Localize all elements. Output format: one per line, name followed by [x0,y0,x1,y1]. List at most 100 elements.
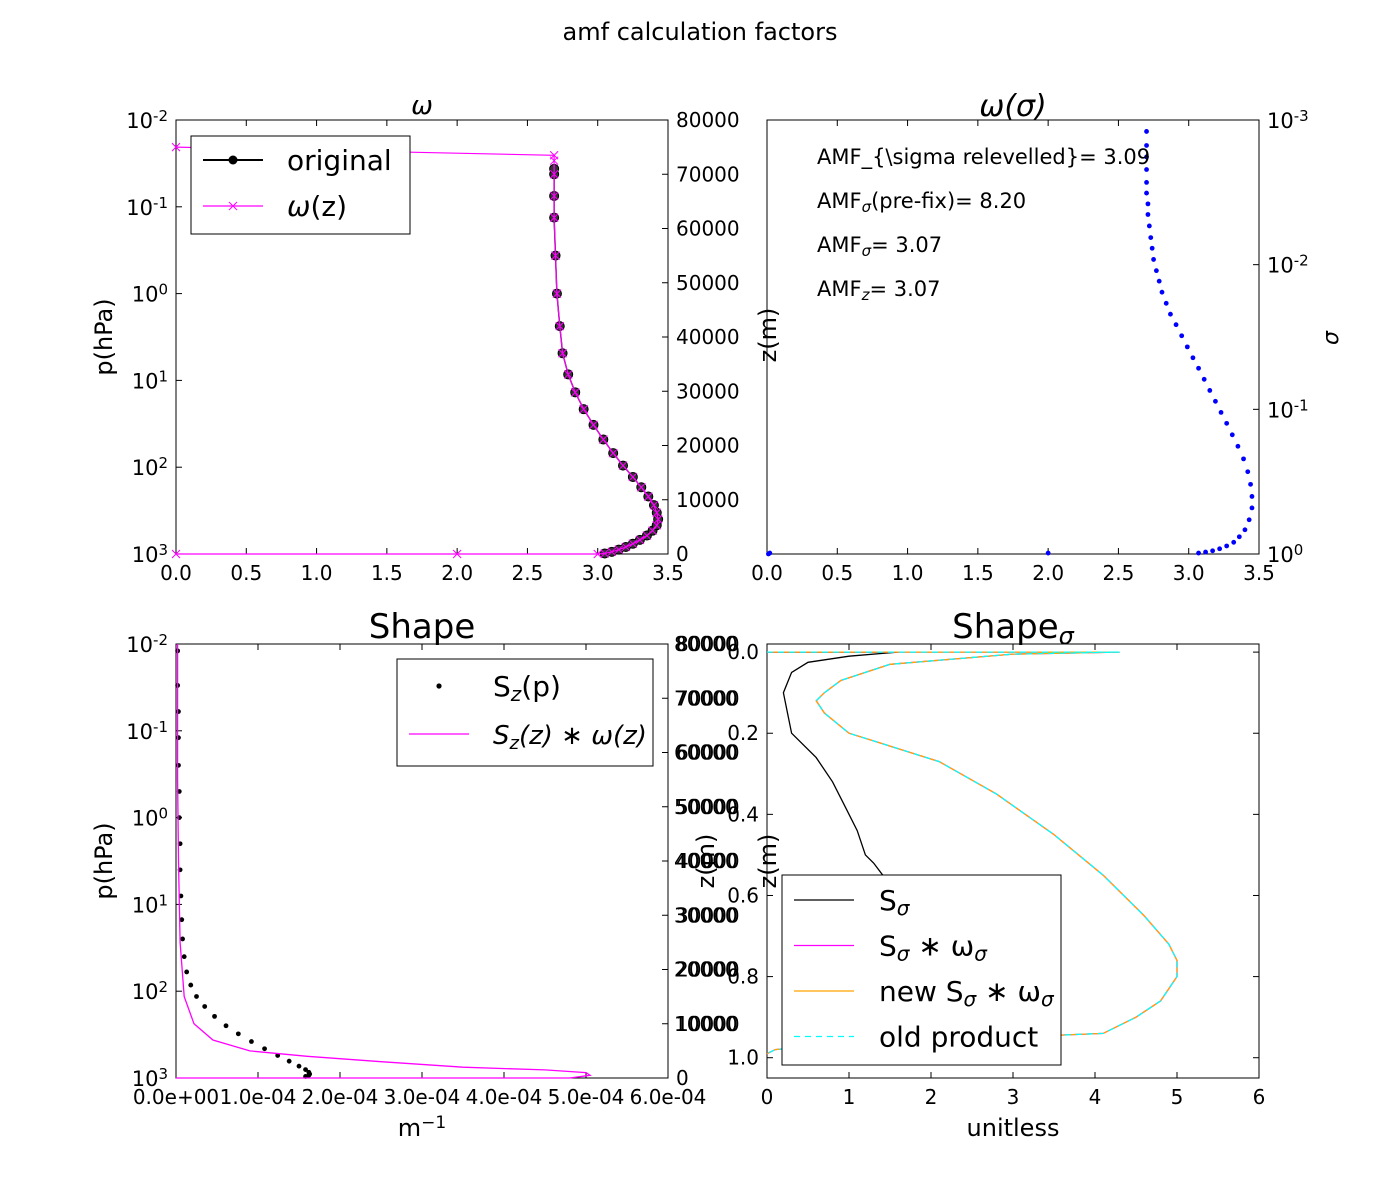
x-tick-label: 2.0 [441,561,473,585]
series-omega-sigma-point [1153,268,1159,274]
y-tick-label: 100 [132,281,168,307]
x-tick-label: 5 [1171,1085,1184,1109]
series-sz-p-point [194,994,199,999]
overlap-tick-label: 10000 [674,1012,738,1036]
y-tick-label-right: 100 [1267,541,1303,567]
legend-label-omega-z: ω(z) [287,190,347,223]
series-omega-sigma-point [1248,481,1253,487]
legend-label-2: new Sσ ∗ ωσ [879,975,1055,1011]
series-omega-z-marker [618,461,628,470]
annotation-amf: AMFz= 3.07 [817,277,940,304]
series-omega-sigma-point [767,550,773,556]
series-omega-z-marker [649,500,659,510]
annotation-amf: AMFσ(pre-fix)= 8.20 [817,189,1026,216]
y-axis-label-right: z(m) [692,834,720,889]
series-omega-sigma-point [1224,420,1230,426]
series-omega-sigma-point [1144,154,1149,160]
y-axis-label: p(hPa) [90,822,118,899]
y-tick-label: 102 [132,454,168,480]
series-omega-z-marker [643,492,653,501]
x-tick-label: 1.5 [962,561,994,585]
series-omega-z-marker [608,448,618,458]
series-omega-z-marker [628,539,638,549]
series-omega-sigma-point [1148,235,1154,241]
series-omega-z-marker [598,435,608,444]
series-omega-z-marker [600,549,610,558]
series-omega-z-marker [171,549,181,559]
x-tick-label: 0.5 [230,561,262,585]
x-tick-label: 1.0e-04 [220,1085,297,1109]
series-omega-z-marker [555,321,565,331]
series-omega-sigma-point [1231,539,1237,545]
legend-marker-original [228,155,238,165]
x-tick-label: 0.0 [751,561,783,585]
x-tick-label: 0.5 [821,561,853,585]
y-tick-label-right: 30000 [676,903,740,927]
legend-label-sz-omega: Sz(z) ∗ ω(z) [493,721,647,754]
series-omega-sigma-point [1145,201,1151,207]
y-tick-label-right: 80000 [676,632,740,656]
series-omega-sigma-point [1249,505,1255,511]
panel-shape: Shape 0.0e+00 1.0e-04 2.0e-04 3.0e-04 4.0e-04… [90,607,740,1142]
x-axis-label: m−1 [398,1113,446,1142]
series-omega-z-marker [563,370,573,379]
series-omega-sigma-point [1190,355,1196,361]
series-omega-z-marker [607,547,617,557]
series-omega-sigma-point [1146,223,1152,229]
legend-label-0: Sσ [879,884,911,920]
y-tick-label: 101 [132,368,168,394]
panel-omega: ω 0.0 0.5 1.0 1.5 2.0 2.5 3.0 3.5 10-2 10-1 100 101 1… [90,91,740,585]
series-s-sigma-line [767,651,899,880]
x-tick-label: 5.0e-04 [548,1085,625,1109]
series-sz-omega-line [176,644,592,1079]
x-tick-label: 3.0 [1173,561,1205,585]
series-omega-z-marker [648,526,657,536]
series-omega-z-marker [549,150,559,160]
panel-title: Shape [369,607,475,647]
series-omega-sigma-point [1196,550,1201,556]
series-omega-z-marker [551,251,560,260]
series-omega-sigma-point [1144,180,1149,185]
x-tick-label: 2.0 [1032,561,1064,585]
x-tick-label: 2.0e-04 [302,1085,379,1109]
y-tick-label: 10-2 [126,631,168,657]
legend: Sσ Sσ ∗ ωσ new Sσ ∗ ωσ old product [781,874,1062,1066]
series-omega-sigma-point [1144,129,1149,134]
y-tick-label: 103 [132,1065,168,1091]
x-tick-label: 2.5 [1103,561,1135,585]
y-tick-label-right: 80000 [676,108,740,132]
y-tick-label-right: 40000 [676,325,740,349]
series-omega-sigma-point [1196,365,1201,371]
series-omega-z-marker [589,420,598,430]
series-omega-sigma-point [1173,322,1179,328]
panel-title: ω [411,91,433,121]
legend-frame [396,658,654,767]
overlap-tick-label: 70000 [674,686,738,710]
x-tick-label: 4.0e-04 [466,1085,543,1109]
overlap-tick-label: 80000 [674,632,738,656]
y-tick-label-right: 0 [676,1066,689,1090]
y-tick-label-right: 70000 [676,162,740,186]
x-tick-label: 1.0 [892,561,924,585]
series-omega-sigma-point [1168,311,1173,317]
y-tick-label-right: 20000 [676,434,740,458]
y-tick-label: 103 [132,541,168,567]
panel-shape-sigma: Shapeσ 0 1 2 3 4 5 6 0.0 0.2 0.4 0.6 0.8 1.0 80000 7000… [674,607,1265,1142]
series-omega-sigma-point [1246,517,1252,523]
series-sz-p-point [176,762,181,768]
y-axis-label: p(hPa) [90,298,118,375]
y-tick-label: 1.0 [727,1046,759,1070]
overlap-tick-label: 40000 [674,849,738,873]
x-tick-label: 3.0e-04 [384,1085,461,1109]
series-sz-p-point [179,917,185,923]
series-sz-p-point [184,969,190,975]
y-tick-label: 0.6 [727,883,759,907]
series-omega-z-marker [579,404,589,414]
y-tick-label-right: 60000 [676,217,740,241]
annotation-amf: AMF_{\sigma relevelled}= 3.09 [817,145,1150,170]
series-omega-sigma-point [1203,549,1208,555]
y-tick-label-right: 30000 [676,379,740,403]
series-omega-z-marker [628,472,638,482]
series-omega-z-marker [635,535,645,545]
